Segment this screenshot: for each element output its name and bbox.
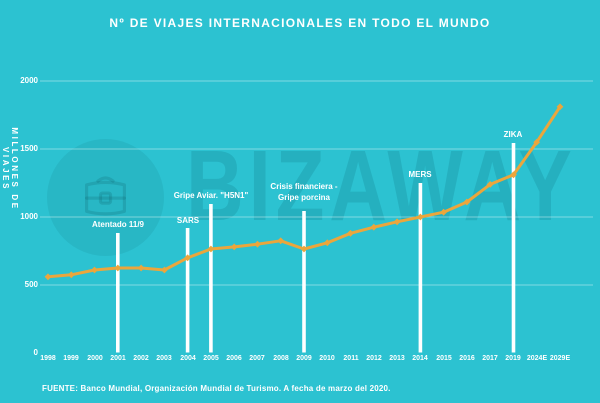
- x-tick-label: 2000: [87, 355, 103, 362]
- event-label: Atentado 11/9: [91, 220, 144, 229]
- data-point-marker: [486, 181, 494, 188]
- x-tick-label: 2005: [203, 355, 219, 362]
- data-point-marker: [347, 229, 354, 237]
- y-tick-label: 1500: [20, 144, 38, 153]
- x-tick-label: 2015: [436, 355, 452, 362]
- y-tick-label: 1000: [20, 212, 38, 221]
- data-point-marker: [300, 245, 308, 253]
- event-label: SARS: [176, 216, 200, 225]
- x-tick-label: 2014: [412, 355, 428, 362]
- data-point-marker: [417, 213, 424, 221]
- data-point-marker: [184, 254, 191, 262]
- x-tick-label: 1999: [63, 355, 79, 362]
- x-tick-label: 2024E: [526, 355, 548, 362]
- x-tick-label: 2008: [273, 355, 289, 362]
- x-tick-label: 2004: [180, 355, 196, 362]
- data-point-marker: [207, 245, 215, 253]
- data-point-marker: [556, 103, 564, 111]
- data-point-marker: [161, 266, 168, 274]
- data-point-marker: [463, 198, 471, 206]
- event-label: Gripe Aviar. "H5N1": [173, 191, 249, 200]
- data-point-marker: [277, 237, 285, 245]
- bizaway-logo-badge: [47, 139, 164, 256]
- x-tick-label: 2011: [343, 355, 359, 362]
- data-point-marker: [254, 240, 261, 248]
- x-tick-label: 2002: [133, 355, 149, 362]
- x-tick-label: 2012: [366, 355, 382, 362]
- y-tick-label: 2000: [20, 76, 38, 85]
- event-label: MERS: [408, 170, 432, 179]
- x-tick-label: 2006: [226, 355, 242, 362]
- source-footnote: FUENTE: Banco Mundial, Organización Mund…: [42, 384, 391, 393]
- event-label: ZIKA: [503, 130, 523, 139]
- x-tick-label: 2017: [482, 355, 498, 362]
- data-point-marker: [440, 208, 447, 216]
- x-tick-label: 2019: [505, 355, 521, 362]
- bizaway-watermark-text: BIZAWAY: [186, 130, 577, 242]
- suitcase-icon: [85, 176, 126, 216]
- event-label: Crisis financiera - Gripe porcina: [270, 182, 338, 202]
- page-title: Nº DE VIAJES INTERNACIONALES EN TODO EL …: [109, 16, 491, 30]
- x-tick-label: 2013: [389, 355, 405, 362]
- x-tick-label: 2016: [459, 355, 475, 362]
- x-tick-label: 2001: [110, 355, 126, 362]
- data-point-marker: [393, 218, 401, 226]
- x-tick-label: 2010: [319, 355, 335, 362]
- data-point-marker: [67, 271, 75, 279]
- data-point-marker: [44, 273, 52, 281]
- data-point-marker: [510, 171, 517, 179]
- data-point-marker: [533, 138, 541, 146]
- y-tick-label: 0: [33, 348, 38, 357]
- x-tick-label: 2007: [249, 355, 265, 362]
- y-tick-label: 500: [24, 280, 38, 289]
- data-point-marker: [91, 266, 98, 274]
- data-point-marker: [114, 264, 122, 272]
- data-point-marker: [137, 264, 145, 272]
- data-point-marker: [323, 239, 331, 247]
- x-tick-label: 2029E: [549, 355, 571, 362]
- data-point-marker: [230, 243, 238, 251]
- x-tick-label: 2003: [156, 355, 172, 362]
- data-point-marker: [370, 223, 378, 231]
- x-tick-label: 2009: [296, 355, 312, 362]
- x-tick-label: 1998: [40, 355, 56, 362]
